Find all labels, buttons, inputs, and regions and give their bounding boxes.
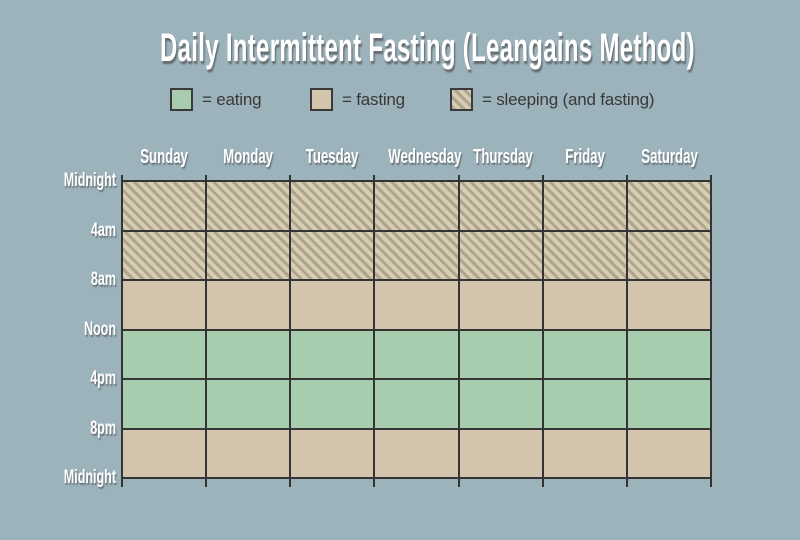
legend-item-fasting: = fasting [310, 88, 405, 111]
grid-hline [122, 427, 711, 430]
day-header-tuesday: Tuesday [306, 146, 359, 168]
time-tick-8am-2: 8am [90, 269, 116, 290]
sleeping-hatch-swatch-icon [450, 88, 473, 111]
grid-hline [122, 477, 711, 479]
day-header-thursday: Thursday [472, 146, 533, 168]
chart-title: Daily Intermittent Fasting (Leangains Me… [159, 26, 695, 70]
time-tick-4am-1: 4am [90, 219, 116, 241]
grid-vline [373, 175, 376, 487]
grid-hline [122, 328, 711, 331]
time-tick-midnight-6: Midnight [63, 467, 116, 488]
schedule-band-sleeping-4am [122, 230, 711, 280]
grid-vline [710, 175, 712, 487]
day-header-wednesday: Wednesday [388, 146, 462, 168]
legend-item-sleeping: = sleeping (and fasting) [450, 88, 655, 111]
legend-label-sleeping: = sleeping (and fasting) [482, 89, 655, 109]
grid-vline [541, 175, 544, 487]
day-header-saturday: Saturday [641, 146, 698, 168]
time-tick-8pm-5: 8pm [90, 417, 116, 439]
grid-hline [122, 378, 711, 380]
legend-item-eating: = eating [170, 88, 262, 111]
time-tick-noon-3: Noon [83, 318, 116, 340]
grid-vline [289, 175, 292, 487]
time-tick-midnight-0: Midnight [63, 170, 116, 191]
day-header-sunday: Sunday [140, 146, 188, 168]
grid-vline [121, 175, 123, 487]
fasting-swatch-icon [310, 88, 333, 111]
grid-vline [625, 175, 628, 487]
schedule-band-eating-noon [122, 329, 711, 379]
grid-hline [122, 229, 711, 232]
grid-hline [122, 180, 711, 182]
schedule-band-sleeping-midnight [122, 181, 711, 231]
schedule-band-fasting-8am [122, 280, 711, 330]
grid-vline [205, 175, 208, 487]
grid-hline [122, 279, 711, 281]
legend-label-fasting: = fasting [342, 89, 405, 109]
time-tick-4pm-4: 4pm [90, 368, 116, 389]
day-header-monday: Monday [223, 146, 274, 168]
eating-swatch-icon [170, 88, 193, 111]
legend-label-eating: = eating [202, 89, 262, 109]
schedule-band-eating-4pm [122, 379, 711, 429]
day-header-friday: Friday [564, 146, 605, 168]
schedule-band-fasting-8pm [122, 428, 711, 478]
grid-vline [457, 175, 460, 487]
